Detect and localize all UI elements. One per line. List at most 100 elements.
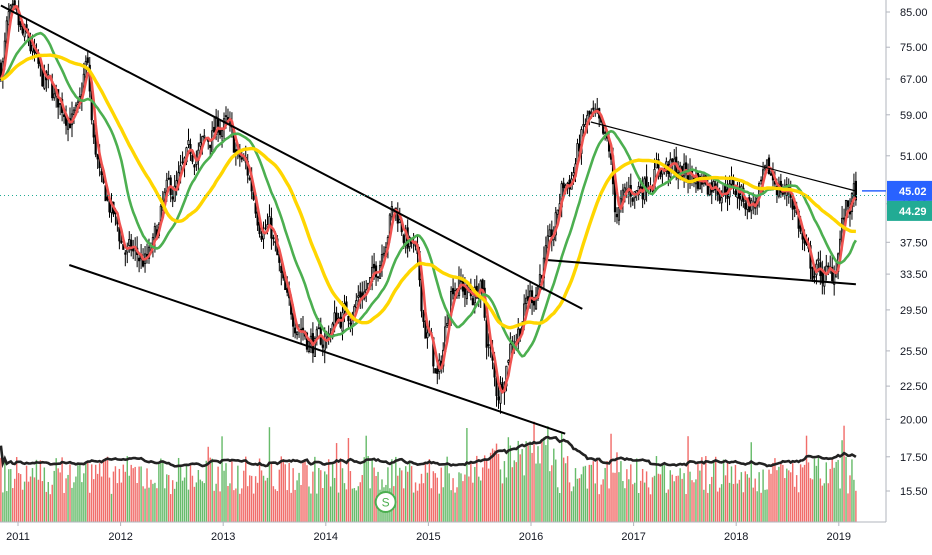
volume-bar (158, 462, 160, 522)
volume-bar (120, 482, 123, 522)
candle-body (517, 328, 520, 344)
volume-bar (464, 474, 466, 522)
volume-bar (268, 427, 271, 522)
candle-body (355, 300, 358, 308)
volume-bar (740, 472, 743, 522)
volume-bar (327, 459, 330, 522)
volume-bar (537, 446, 539, 522)
volume-bar (584, 465, 587, 522)
candle-body (434, 368, 437, 374)
volume-bar (106, 456, 109, 522)
volume-bar (156, 488, 158, 522)
volume-bar (845, 456, 847, 522)
candle-body (138, 257, 141, 262)
volume-bar (412, 492, 415, 522)
volume-bar (578, 478, 581, 522)
volume-bar (600, 484, 602, 522)
time-tick-label: 2015 (416, 531, 440, 543)
time-axis[interactable]: 2011 2012 2013 2014 2015 2016 2017 2018 2019 (6, 522, 851, 543)
volume-bar (736, 483, 739, 522)
volume-bar (170, 494, 172, 522)
volume-bar (560, 433, 563, 522)
volume-bar (691, 480, 693, 522)
volume-bar (768, 469, 770, 522)
volume-bar (495, 443, 498, 522)
volume-bar (456, 487, 458, 522)
volume-bar (288, 462, 290, 522)
volume-bar (823, 483, 826, 522)
volume-bar (229, 483, 231, 522)
volume-bar (77, 465, 79, 522)
volume-bar (519, 454, 521, 522)
candle-body (471, 298, 474, 306)
volume-bar (782, 464, 784, 522)
volume-bar (391, 459, 393, 522)
split-marker-icon (374, 491, 397, 513)
volume-bar (406, 471, 409, 522)
volume-bar (497, 453, 500, 522)
volume-bar (124, 471, 127, 522)
volume-bar (746, 474, 749, 522)
candle-body (811, 267, 814, 280)
candle-body (317, 327, 320, 330)
candle-body (562, 182, 565, 189)
candle-body (213, 126, 216, 133)
volume-bar (215, 483, 217, 522)
time-tick-label: 2012 (108, 531, 132, 543)
volume-bar (341, 468, 344, 522)
volume-bar (480, 480, 482, 522)
volume-bar (148, 487, 150, 522)
volume-bar (501, 483, 504, 522)
volume-bar (641, 468, 644, 522)
candle-body (203, 135, 206, 138)
volume-bar (788, 470, 790, 522)
volume-bar (15, 457, 18, 522)
candle-body (376, 276, 380, 279)
volume-bar (726, 461, 729, 522)
volume-bar (630, 464, 632, 522)
volume-bar (179, 465, 182, 522)
time-tick-label: 2017 (621, 531, 645, 543)
volume-bar (815, 465, 818, 522)
volume-bar (318, 468, 320, 522)
event-markers[interactable]: S (374, 491, 397, 513)
volume-bar (12, 488, 14, 522)
volume-bar (43, 467, 46, 522)
candle-body (424, 320, 427, 339)
volume-bar (39, 460, 42, 522)
volume-bar (697, 461, 699, 522)
volume-bar (811, 479, 814, 522)
volume-bar (669, 470, 671, 522)
volume-bar (547, 426, 549, 522)
volume-bar (96, 473, 99, 522)
volume-bar (19, 474, 22, 522)
time-tick-label: 2013 (211, 531, 235, 543)
volume-bar (349, 471, 352, 522)
price-axis[interactable]: 85.0075.0067.0059.0051.0043.0037.5033.50… (886, 7, 928, 498)
volume-bar (799, 464, 802, 522)
volume-bar (533, 421, 535, 522)
volume-bar (27, 481, 30, 522)
ma-200-line (0, 53, 856, 330)
volume-bar (474, 466, 476, 522)
volume-bar (75, 476, 77, 522)
candle-body (193, 164, 196, 168)
candle-body (548, 229, 551, 238)
volume-bar (701, 457, 703, 522)
volume-bar (809, 478, 812, 522)
candle-body (582, 124, 585, 127)
volume-bar (699, 470, 701, 522)
volume-bar (199, 479, 202, 522)
candle-body (645, 176, 648, 190)
volume-bar (367, 455, 369, 522)
volume-bar (434, 473, 437, 522)
volume-bar (472, 482, 474, 522)
volume-bar (401, 470, 403, 522)
candle-body (671, 158, 674, 162)
candle-body (831, 267, 834, 282)
candle-body (373, 263, 376, 269)
volume-bar (134, 466, 136, 522)
volume-bar (521, 449, 523, 522)
